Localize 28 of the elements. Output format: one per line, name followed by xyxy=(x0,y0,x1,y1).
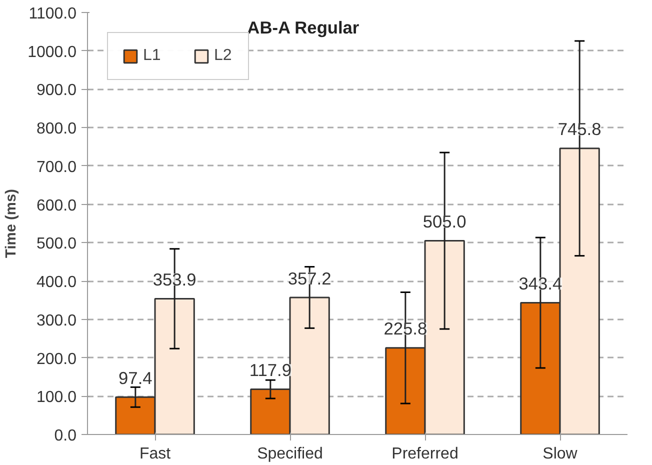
data-label: 353.9 xyxy=(152,270,196,290)
x-tick-label: Specified xyxy=(257,446,323,462)
y-axis-title: Time (ms) xyxy=(4,188,20,258)
y-tick-label: 800.0 xyxy=(36,120,77,138)
chart-title: AB-A Regular xyxy=(247,17,360,38)
x-tick-label: Slow xyxy=(542,446,578,462)
y-tick-label: 400.0 xyxy=(36,274,77,292)
data-label: 357.2 xyxy=(288,268,332,288)
x-tick-label: Preferred xyxy=(392,446,458,462)
data-label: 97.4 xyxy=(118,368,153,388)
y-tick-label: 500.0 xyxy=(36,236,77,253)
y-tick-label: 700.0 xyxy=(36,158,77,176)
y-tick-label: 1000.0 xyxy=(28,44,77,61)
y-tick-label: 200.0 xyxy=(36,350,77,368)
y-tick-label: 900.0 xyxy=(36,82,77,100)
data-label: 505.0 xyxy=(422,212,466,232)
data-label: 343.4 xyxy=(518,274,562,294)
y-tick-label: 600.0 xyxy=(36,197,77,214)
data-label: 745.8 xyxy=(558,119,602,140)
data-label: 225.8 xyxy=(384,318,428,339)
x-tick-label: Fast xyxy=(139,446,172,462)
legend-label: L2 xyxy=(214,47,233,65)
y-tick-label: 100.0 xyxy=(36,389,77,406)
legend-label: L1 xyxy=(143,47,162,65)
y-tick-label: 0.0 xyxy=(54,428,77,444)
y-tick-label: 1100.0 xyxy=(28,6,77,22)
y-tick-label: 300.0 xyxy=(36,312,77,330)
data-label: 117.9 xyxy=(249,360,292,380)
